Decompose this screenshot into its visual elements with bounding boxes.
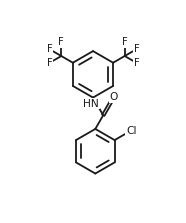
Text: F: F [134, 58, 140, 68]
Text: F: F [122, 37, 128, 47]
Text: O: O [109, 92, 118, 102]
Text: F: F [46, 58, 52, 68]
Text: F: F [46, 44, 52, 54]
Text: F: F [134, 44, 140, 54]
Text: HN: HN [83, 99, 99, 109]
Text: Cl: Cl [126, 126, 137, 136]
Text: F: F [58, 37, 64, 47]
